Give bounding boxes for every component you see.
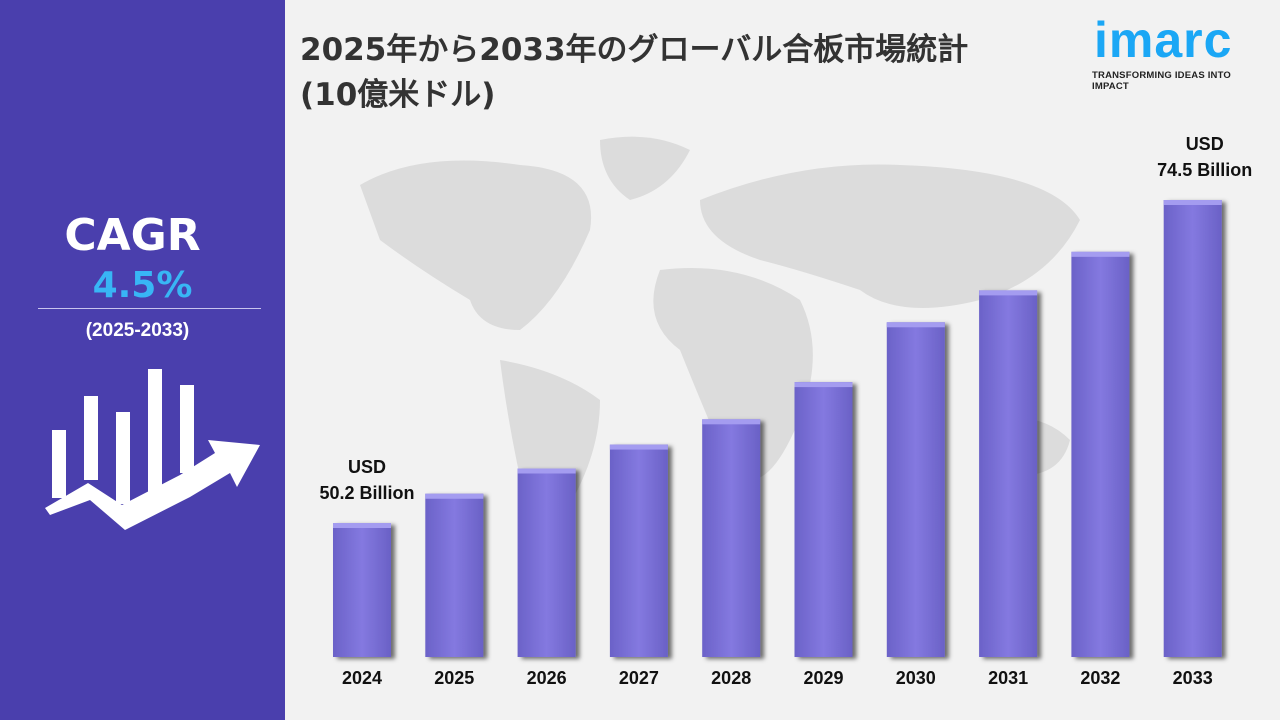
bar-cap xyxy=(333,523,391,528)
bar-cap xyxy=(1163,200,1222,205)
x-tick-label: 2033 xyxy=(1173,668,1213,688)
bar-2032 xyxy=(1071,251,1130,657)
data-label: USD xyxy=(348,457,386,477)
cagr-range: (2025-2033) xyxy=(85,320,190,341)
bar-2028 xyxy=(702,419,761,657)
x-tick-label: 2028 xyxy=(711,668,751,688)
bar-2024 xyxy=(333,523,391,657)
bar-cap xyxy=(1071,251,1130,257)
bar-2031 xyxy=(979,290,1038,657)
bar-cap xyxy=(609,444,668,450)
title-line-1: 2025年から2033年のグローバル合板市場統計 xyxy=(300,32,969,68)
x-tick-label: 2025 xyxy=(434,668,474,688)
bar-cap xyxy=(517,468,576,474)
divider xyxy=(38,308,261,309)
bar-cap xyxy=(425,493,484,499)
bar-2026 xyxy=(517,468,576,657)
data-label: USD xyxy=(1186,134,1224,154)
imarc-logo: imarc TRANSFORMING IDEAS INTO IMPACT xyxy=(1092,10,1267,92)
chart-title: 2025年から2033年のグローバル合板市場統計 (10億米ドル) xyxy=(300,28,1080,118)
logo-tagline: TRANSFORMING IDEAS INTO IMPACT xyxy=(1092,70,1232,92)
x-tick-label: 2026 xyxy=(527,668,567,688)
bar-cap xyxy=(979,290,1038,296)
cagr-value: 4.5% xyxy=(92,265,193,306)
x-tick-label: 2032 xyxy=(1080,668,1120,688)
bar-2027 xyxy=(609,444,668,657)
data-label: 50.2 Billion xyxy=(319,483,414,503)
cagr-panel: CAGR 4.5% (2025-2033) xyxy=(0,0,285,720)
bar-cap xyxy=(702,419,761,425)
title-line-2: (10億米ドル) xyxy=(300,77,496,113)
bar-cap xyxy=(794,382,853,388)
bar-2029 xyxy=(794,382,853,657)
bar-2030 xyxy=(886,322,945,657)
x-tick-label: 2029 xyxy=(803,668,843,688)
x-tick-label: 2027 xyxy=(619,668,659,688)
cagr-label: CAGR xyxy=(64,210,201,261)
bar-2025 xyxy=(425,493,484,657)
bar-2033 xyxy=(1163,200,1222,657)
x-tick-label: 2030 xyxy=(896,668,936,688)
logo-word: imarc xyxy=(1094,12,1233,68)
data-label: 74.5 Billion xyxy=(1157,160,1252,180)
x-tick-label: 2024 xyxy=(342,668,382,688)
x-tick-label: 2031 xyxy=(988,668,1028,688)
growth-chart-arrow-icon xyxy=(45,369,260,530)
bar-cap xyxy=(886,322,945,328)
